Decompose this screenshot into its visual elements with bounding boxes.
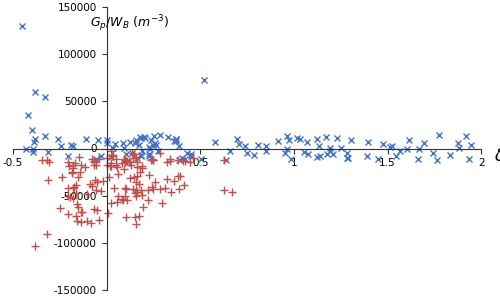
X-axis label: $\delta$: $\delta$: [494, 147, 500, 165]
Text: $G_p/W_B\ (m^{-3})$: $G_p/W_B\ (m^{-3})$: [90, 14, 170, 34]
